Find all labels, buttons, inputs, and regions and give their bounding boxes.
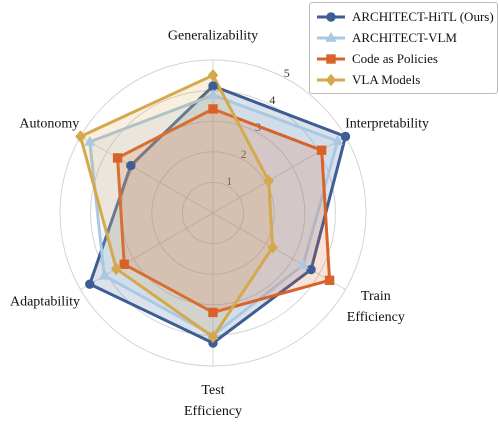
legend-swatch (317, 31, 345, 42)
marker (208, 81, 218, 91)
marker (85, 279, 95, 289)
spoke (212, 212, 346, 290)
category-label: Train Efficiency (346, 289, 405, 325)
marker (112, 153, 123, 163)
marker (326, 53, 336, 64)
marker (267, 241, 278, 254)
marker (98, 269, 110, 280)
marker (332, 135, 344, 145)
category-label: Interpretability (345, 116, 430, 132)
legend-label: ARCHITECT-HiTL (Ours) (352, 8, 494, 24)
marker (119, 259, 129, 269)
marker (325, 73, 337, 86)
marker (306, 264, 316, 275)
r-tick-label: 4 (269, 93, 275, 107)
marker (297, 258, 309, 269)
marker (207, 330, 219, 344)
r-tick-label: 2 (241, 147, 247, 161)
legend-label: ARCHITECT-VLM (352, 29, 457, 45)
marker (208, 307, 218, 318)
marker (207, 89, 219, 100)
marker (263, 174, 274, 188)
legend-item: VLA Models (310, 69, 497, 90)
legend-item: ARCHITECT-VLM (310, 27, 497, 48)
spoke (80, 136, 214, 214)
marker (126, 160, 136, 171)
marker (326, 11, 336, 22)
legend-label: Code as Policies (352, 50, 438, 66)
marker (207, 69, 219, 82)
marker (110, 262, 122, 276)
legend-item: ARCHITECT-HiTL (Ours) (310, 6, 497, 27)
marker (340, 131, 351, 142)
marker (84, 135, 96, 146)
legend-swatch (317, 11, 345, 22)
r-tick-label: 1 (226, 174, 232, 188)
legend: ARCHITECT-HiTL (Ours) ARCHITECT-VLM Code a… (309, 2, 498, 94)
legend-swatch (317, 53, 345, 64)
marker (316, 145, 327, 155)
category-label: Adaptability (9, 294, 80, 310)
marker (325, 31, 337, 42)
legend-item: Code as Policies (310, 48, 497, 69)
category-label: Test Efficiency (183, 383, 243, 419)
r-tick-label: 5 (284, 66, 290, 80)
category-label: Autonomy (19, 116, 80, 132)
legend-swatch (317, 73, 345, 86)
category-label: Generalizability (167, 28, 259, 43)
legend-label: VLA Models (352, 71, 421, 87)
marker (324, 275, 335, 286)
marker (75, 130, 86, 143)
marker (208, 104, 218, 114)
